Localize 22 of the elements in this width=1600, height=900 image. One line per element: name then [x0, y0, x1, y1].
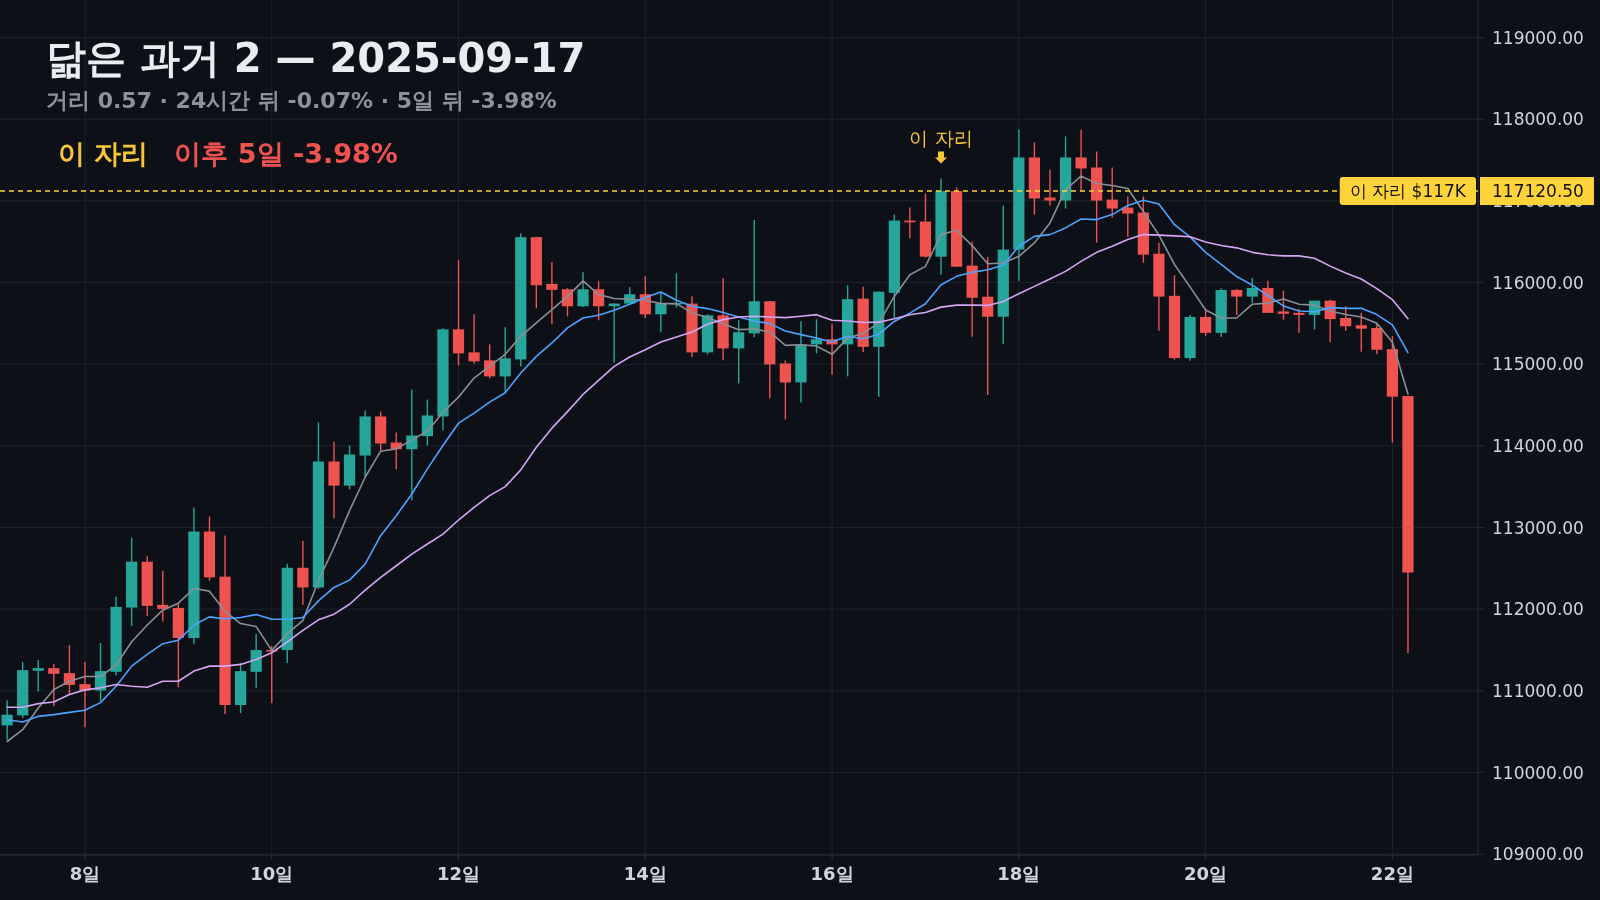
ref-line-label: 이 자리 $117K: [1349, 181, 1467, 202]
x-tick-label: 18일: [997, 863, 1041, 884]
x-tick-label: 10일: [250, 863, 294, 884]
y-tick-label: 114000.00: [1492, 435, 1584, 456]
x-tick-label: 22일: [1370, 863, 1414, 884]
annotation: 이 자리: [909, 126, 973, 149]
y-tick-label: 110000.00: [1492, 762, 1584, 783]
y-tick-label: 111000.00: [1492, 680, 1584, 701]
x-tick-label: 20일: [1184, 863, 1228, 884]
y-tick-label: 118000.00: [1492, 109, 1584, 130]
x-tick-label: 12일: [436, 863, 481, 884]
y-tick-label: 119000.00: [1492, 27, 1584, 48]
y-tick-label: 116000.00: [1492, 272, 1584, 293]
x-tick-label: 16일: [810, 863, 854, 884]
text: 닮은 과거 2 — 2025-09-17: [46, 35, 586, 81]
y-tick-label: 109000.00: [1492, 844, 1584, 865]
x-tick-label: 14일: [623, 863, 667, 884]
x-tick-label: 8일: [69, 863, 101, 884]
y-tick-label: 115000.00: [1492, 354, 1584, 375]
y-tick-label: 113000.00: [1492, 517, 1584, 538]
y-tick-label: 112000.00: [1492, 599, 1584, 620]
text: 거리 0.57 · 24시간 뒤 -0.07% · 5일 뒤 -3.98%: [46, 88, 557, 113]
